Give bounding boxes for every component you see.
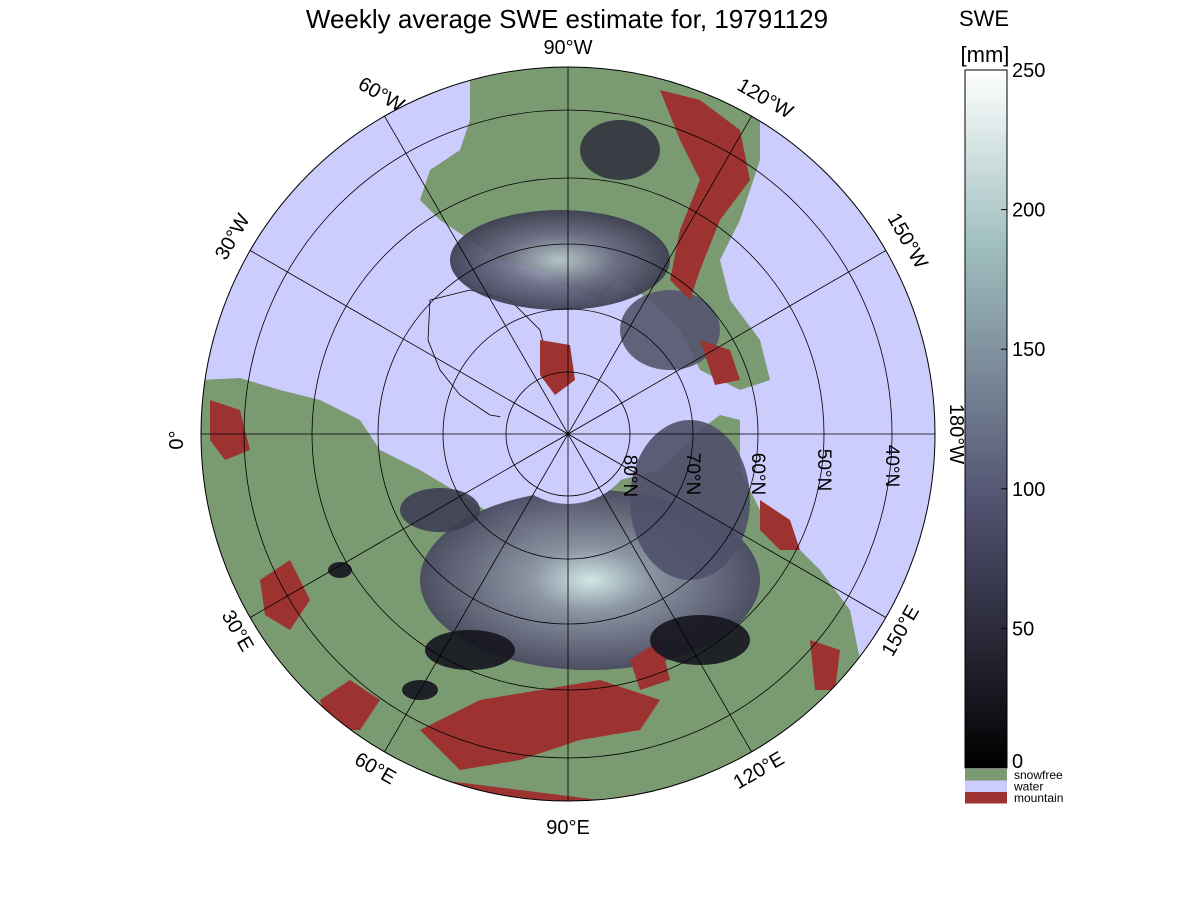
graticule xyxy=(200,66,936,802)
siberia-snow-cover xyxy=(630,420,750,580)
colorbar: SWE [mm] 0 50 100 150 200 250 snowfreewatermo… xyxy=(959,6,1063,805)
lon-label-0: 0° xyxy=(166,430,188,449)
category-label-snowfree: snowfree xyxy=(1014,768,1063,782)
canada-north-snow-cover xyxy=(580,120,660,180)
category-label-mountain: mountain xyxy=(1014,791,1063,805)
mountain-regions xyxy=(210,90,840,801)
lat-label-50n: 50°N xyxy=(813,449,834,491)
colorbar-tick-label: 150 xyxy=(1012,339,1045,361)
colorbar-gradient xyxy=(964,69,1008,769)
category-swatch-mountain xyxy=(965,792,1007,804)
map-boundary xyxy=(200,66,936,802)
meridian-60e-120w xyxy=(384,115,752,753)
lon-label-90e: 90°E xyxy=(546,817,590,839)
lat-label-40n: 40°N xyxy=(881,445,902,487)
north-america-snow-cover xyxy=(450,210,670,310)
category-swatch-water xyxy=(965,780,1007,792)
lon-label-180w: 180°W xyxy=(945,404,967,464)
lat-label-80n: 80°N xyxy=(619,455,640,497)
colorbar-ticks: 0 50 100 150 200 250 xyxy=(1001,60,1045,773)
colorbar-tick-label: 0 xyxy=(1012,751,1023,773)
alaska-snow-cover xyxy=(620,290,720,370)
latitude-labels: 80°N 70°N 60°N 50°N 40°N xyxy=(619,445,902,497)
colorbar-tick-label: 200 xyxy=(1012,200,1045,222)
colorbar-tick-label: 250 xyxy=(1012,60,1045,82)
colorbar-tick-label: 100 xyxy=(1012,479,1045,501)
colorbar-tick-label: 50 xyxy=(1012,618,1034,640)
category-swatch-snowfree xyxy=(965,769,1007,781)
lat-label-60n: 60°N xyxy=(747,453,768,495)
colorbar-label-swe: SWE xyxy=(959,6,1009,31)
category-label-water: water xyxy=(1013,780,1043,794)
lat-label-70n: 70°N xyxy=(682,453,703,495)
europe-snow-cover xyxy=(400,488,480,532)
colorbar-label-unit: [mm] xyxy=(961,42,1010,67)
shallow-snow-patches xyxy=(328,562,750,700)
polar-map: 90°W 60°W 30°W 0° 30°E 60°E 90°E 120°E 1… xyxy=(166,37,967,839)
lon-label-60w: 60°W xyxy=(354,73,408,117)
map-title: Weekly average SWE estimate for, 1979112… xyxy=(306,4,828,34)
lon-label-90w: 90°W xyxy=(543,37,592,59)
